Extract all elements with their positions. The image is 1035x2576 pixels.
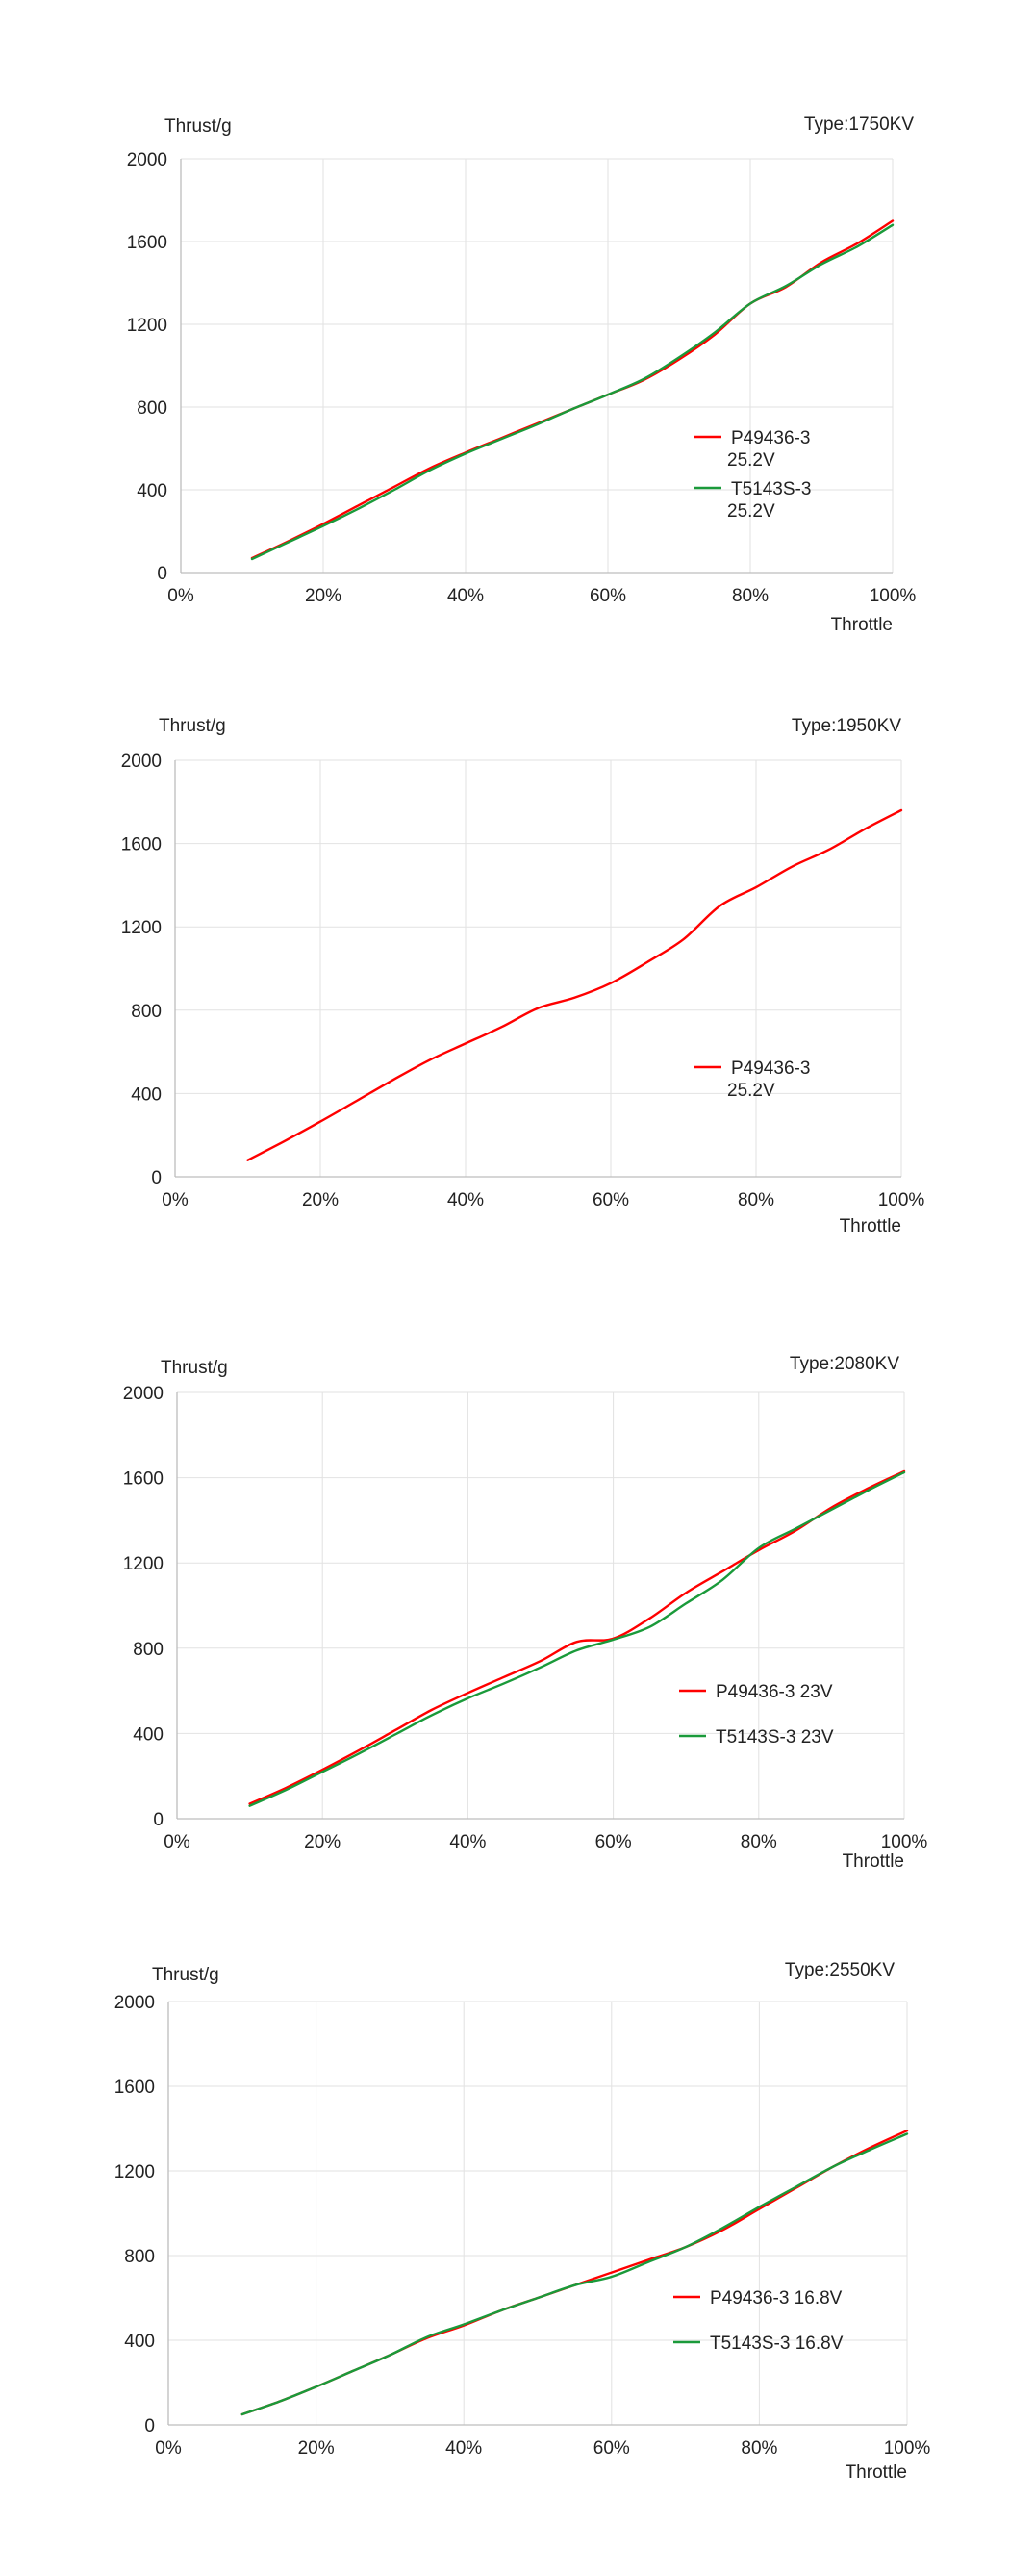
series-line-2 <box>240 2132 909 2416</box>
series-line-1 <box>250 219 895 560</box>
y-tick-label: 1200 <box>123 1554 164 1574</box>
legend-label: T5143S-3 16.8V <box>710 2334 844 2354</box>
x-axis-label: Throttle <box>831 615 893 635</box>
thrust-chart-2: 0% 20% 40% 60% 80% 100% 0 400 800 1200 1600 2000 Thr… <box>121 716 925 1237</box>
y-tick-label: 2000 <box>114 1993 155 2013</box>
legend-label: T5143S-3 25.2V <box>727 479 811 522</box>
thrust-chart-4: 0% 20% 40% 60% 80% 100% 0 400 800 1200 1600 2000 Thr… <box>114 1960 931 2483</box>
x-tick-label: 0% <box>167 586 194 606</box>
y-tick-label: 2000 <box>123 1384 164 1404</box>
x-tick-label: 60% <box>593 1190 629 1211</box>
x-tick-label: 40% <box>445 2438 482 2459</box>
y-axis-label: Thrust/g <box>159 716 226 736</box>
legend: P49436-3 25.2V T5143S-3 25.2V <box>694 428 811 522</box>
y-axis-label: Thrust/g <box>164 116 232 137</box>
y-tick-label: 800 <box>131 1002 162 1022</box>
legend-label: P49436-3 23V <box>716 1682 833 1702</box>
y-tick-label: 1600 <box>121 835 162 855</box>
x-axis-label: Throttle <box>843 1851 904 1872</box>
y-tick-label: 400 <box>137 481 167 501</box>
x-tick-label: 40% <box>447 1190 484 1211</box>
legend: P49436-3 23V T5143S-3 23V <box>679 1682 834 1747</box>
legend-label: T5143S-3 23V <box>716 1727 834 1747</box>
x-tick-label: 80% <box>732 586 769 606</box>
y-tick-label: 0 <box>151 1168 162 1188</box>
legend-label: P49436-3 16.8V <box>710 2288 843 2308</box>
x-tick-label: 40% <box>447 586 484 606</box>
y-tick-label: 2000 <box>127 150 167 170</box>
legend-label: P49436-3 25.2V <box>727 1058 810 1101</box>
motor-type-label: Type:2550KV <box>785 1960 895 1980</box>
y-tick-label: 2000 <box>121 752 162 772</box>
x-tick-label: 0% <box>164 1832 190 1852</box>
x-tick-label: 20% <box>302 1190 339 1211</box>
x-tick-label: 60% <box>590 586 626 606</box>
y-axis-label: Thrust/g <box>152 1965 219 1985</box>
thrust-chart-3: 0% 20% 40% 60% 80% 100% 0 400 800 1200 1600 2000 Thr… <box>123 1354 928 1872</box>
series-line-2 <box>250 223 895 561</box>
x-axis-label: Throttle <box>840 1216 901 1237</box>
y-tick-label: 400 <box>133 1724 164 1745</box>
y-tick-label: 1600 <box>123 1469 164 1490</box>
x-tick-label: 100% <box>870 586 917 606</box>
x-tick-label: 80% <box>738 1190 774 1211</box>
motor-type-label: Type:1950KV <box>792 716 901 736</box>
legend-label: P49436-3 25.2V <box>727 428 810 471</box>
y-tick-label: 1600 <box>127 233 167 253</box>
x-tick-label: 0% <box>162 1190 189 1211</box>
y-tick-label: 1200 <box>114 2162 155 2182</box>
x-tick-label: 80% <box>741 2438 777 2459</box>
thrust-chart-1: 0% 20% 40% 60% 80% 100% 0 400 800 1200 1600 2000 Thr… <box>127 115 917 635</box>
y-tick-label: 800 <box>124 2247 155 2267</box>
motor-type-label: Type:1750KV <box>804 115 914 135</box>
x-tick-label: 80% <box>741 1832 777 1852</box>
x-tick-label: 20% <box>305 586 341 606</box>
y-tick-label: 0 <box>153 1810 164 1830</box>
motor-type-label: Type:2080KV <box>790 1354 899 1374</box>
x-tick-label: 0% <box>155 2438 182 2459</box>
y-tick-label: 1200 <box>127 316 167 336</box>
x-tick-label: 100% <box>881 1832 928 1852</box>
x-tick-label: 60% <box>595 1832 632 1852</box>
y-axis-label: Thrust/g <box>161 1358 228 1378</box>
x-tick-label: 60% <box>593 2438 630 2459</box>
x-tick-label: 20% <box>298 2438 335 2459</box>
x-tick-label: 100% <box>884 2438 931 2459</box>
x-tick-label: 40% <box>449 1832 486 1852</box>
x-tick-label: 20% <box>304 1832 341 1852</box>
series-line-1 <box>246 808 903 1161</box>
y-tick-label: 400 <box>131 1084 162 1105</box>
y-tick-label: 800 <box>137 398 167 419</box>
series-line-2 <box>248 1470 906 1807</box>
x-tick-label: 100% <box>878 1190 925 1211</box>
x-axis-label: Throttle <box>846 2462 907 2483</box>
y-tick-label: 1200 <box>121 918 162 938</box>
y-tick-label: 400 <box>124 2332 155 2352</box>
y-tick-label: 800 <box>133 1640 164 1660</box>
legend: P49436-3 25.2V <box>694 1058 810 1101</box>
series-line-1 <box>240 2130 909 2416</box>
series-line-1 <box>248 1469 906 1805</box>
y-tick-label: 1600 <box>114 2078 155 2098</box>
legend: P49436-3 16.8V T5143S-3 16.8V <box>673 2288 844 2354</box>
y-tick-label: 0 <box>144 2416 155 2436</box>
y-tick-label: 0 <box>157 564 167 584</box>
